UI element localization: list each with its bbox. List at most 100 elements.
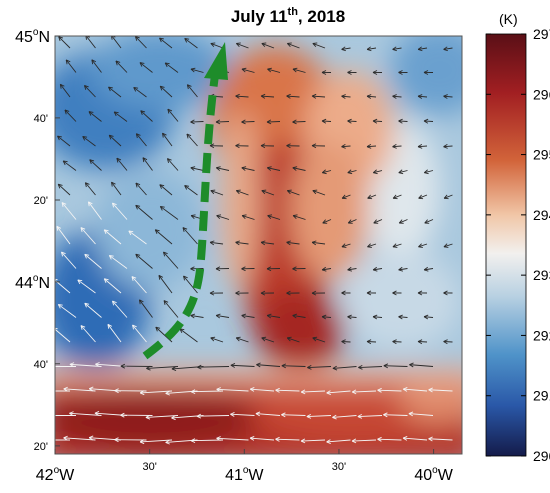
wind-arrow-head [417,339,423,345]
wind-arrow-head [89,159,95,165]
wind-arrow-head [417,143,423,149]
wind-arrow-head [134,36,140,41]
wind-arrow [210,337,224,343]
wind-arrow [255,413,281,416]
colorbar-tick-label: 296 [533,86,550,102]
wind-arrow [292,315,306,318]
wind-arrow-head [108,254,114,260]
wind-arrow [210,190,224,196]
wind-arrow [377,438,402,441]
map-frame [54,35,463,455]
wind-arrow [256,364,281,367]
wind-arrow-head [443,94,448,99]
wind-arrow [366,145,377,148]
wind-arrow-head [347,314,352,320]
wind-arrow [116,157,128,171]
wind-arrow [235,95,249,98]
wind-arrow [326,439,351,443]
wind-arrow-head [321,169,327,175]
wind-arrow [366,341,377,343]
wind-arrow [392,194,402,199]
wind-arrow-head [241,67,247,73]
wind-arrow-head [398,266,404,272]
wind-arrow-head [69,411,74,416]
wind-arrow [383,414,408,416]
wind-arrow-head [383,363,389,369]
wind-arrow [65,59,77,73]
wind-arrow-head [423,70,429,75]
wind-arrow-head [443,339,448,345]
wind-arrow-head [241,313,247,319]
wind-arrow [84,85,96,98]
wind-arrow [136,133,147,147]
wind-arrow-head [139,390,145,396]
wind-arrow-head [347,118,352,124]
wind-arrow [341,47,351,50]
wind-arrow [366,95,377,98]
wind-arrow [57,135,71,147]
wind-arrow-head [321,314,327,320]
wind-arrow-head [131,276,137,281]
wind-arrow [307,366,332,368]
wind-arrow-head [392,290,397,296]
wind-arrow-head [443,290,448,296]
chart-title: July 11th, 2018 [231,6,345,26]
wind-arrow [418,194,428,199]
wind-arrow-head [312,336,318,342]
wind-arrow [332,415,357,418]
wind-arrow [135,182,147,196]
wind-arrow [292,167,306,171]
wind-arrow [267,315,281,318]
wind-arrow [443,194,453,199]
wind-arrow-head [116,157,122,163]
wind-arrow-head [443,46,449,52]
wind-arrow [348,219,357,224]
wind-arrow [184,185,198,196]
wind-arrow-head [261,189,267,195]
wind-vectors [55,36,453,445]
wind-arrow-head [216,387,221,392]
wind-arrow-head [423,314,429,320]
wind-arrow-head [267,166,272,171]
wind-arrow [103,278,122,294]
wind-arrow-head [292,166,298,171]
wind-arrow-head [197,364,202,370]
wind-arrow-head [292,119,297,125]
wind-arrow [160,206,179,220]
wind-arrow [347,316,357,318]
wind-arrow [261,337,275,343]
wind-arrow-head [286,336,292,342]
wind-arrow [230,413,255,416]
y-tick-label: 44oN [15,273,50,292]
wind-arrow [312,241,326,245]
wind-arrow [409,364,434,367]
wind-arrow [347,170,357,174]
wind-arrow-head [82,135,88,141]
wind-arrow-head [183,275,188,281]
wind-arrow [377,389,402,392]
wind-arrow-head [423,169,429,175]
wind-arrow-head [167,108,173,114]
wind-arrow-head [163,300,169,305]
wind-arrow [383,365,408,367]
wind-arrow-head [159,85,165,91]
wind-arrow-head [373,219,379,224]
wind-arrow [58,36,71,49]
wind-arrow-head [409,362,414,368]
wind-arrow [322,170,332,174]
wind-arrow-head [140,110,146,116]
wind-arrow [63,437,96,441]
wind-arrow-head [347,219,353,224]
wind-arrow-head [286,189,292,195]
wind-arrow [423,120,434,122]
wind-arrow [347,268,357,271]
wind-arrow [372,120,383,122]
colorbar-tick-label: 293 [533,267,550,283]
title-superscript: th [288,6,299,18]
x-tick-label: 42oW [36,465,75,484]
wind-arrow [367,243,377,248]
wind-arrow-head [154,229,160,235]
wind-arrow-head [321,118,327,124]
wind-arrow-head [139,439,145,445]
wind-arrow [403,388,428,392]
